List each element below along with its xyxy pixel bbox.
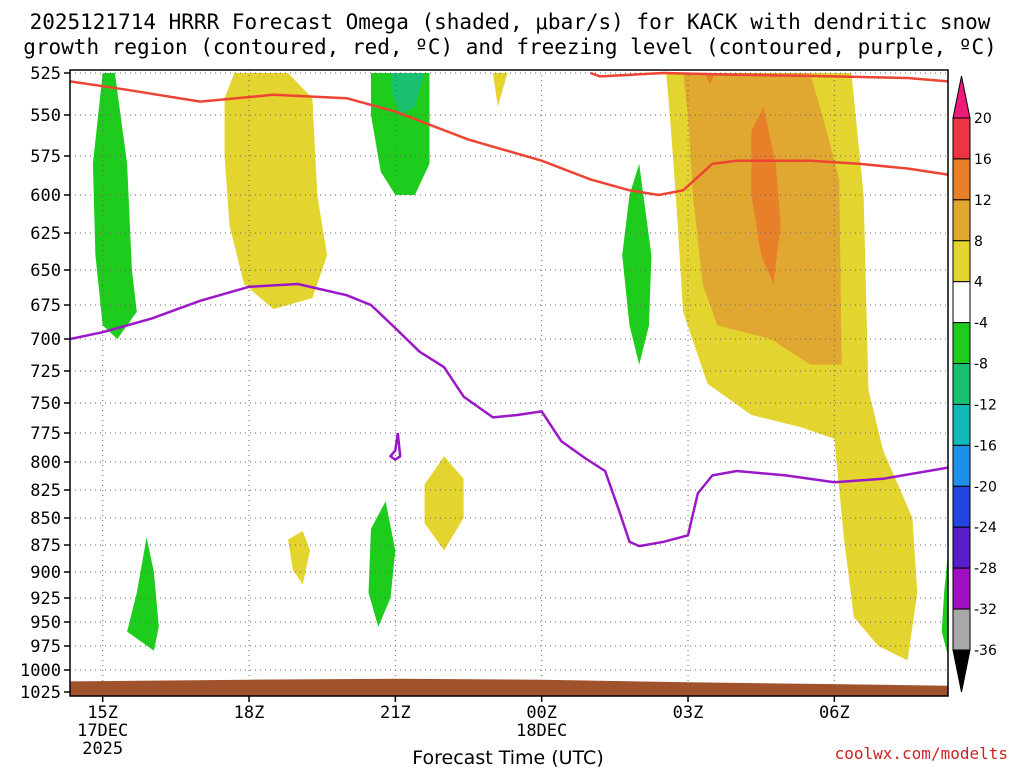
colorbar-swatch-1 [952, 158, 971, 201]
colorbar-label: -24 [974, 520, 997, 536]
colorbar-label: -16 [974, 438, 997, 454]
y-tick-label: 850 [30, 509, 61, 529]
colorbar-swatch-6 [952, 363, 971, 405]
colorbar-label: -8 [974, 357, 988, 373]
freezing-line-0 [70, 282, 948, 548]
x-tick-label: 2025 [82, 739, 123, 759]
colorbar-label: -4 [974, 316, 988, 332]
y-tick-label: 875 [30, 536, 61, 556]
colorbar-label: -20 [974, 479, 997, 495]
omega-region-14 [390, 73, 425, 115]
plot-frame [69, 69, 949, 697]
x-axis-label: Forecast Time (UTC) [412, 747, 603, 768]
y-tick-label: 1025 [20, 683, 61, 703]
omega-region-7 [705, 73, 715, 85]
colorbar-label: 12 [974, 193, 992, 209]
y-tick-label: 525 [30, 64, 61, 84]
y-tick-label: 675 [30, 296, 61, 316]
y-tick-label: 900 [30, 563, 61, 583]
dgz-line-1 [590, 71, 948, 83]
omega-region-13 [941, 552, 948, 656]
colorbar-swatch-0 [952, 117, 971, 160]
colorbar-swatch-4 [952, 281, 971, 324]
colorbar-swatch-12 [952, 608, 971, 651]
x-tick-label: 03Z [673, 703, 704, 723]
colorbar-label: 4 [974, 275, 983, 291]
x-tick-label: 18Z [234, 703, 265, 723]
colorbar-swatch-3 [952, 240, 971, 283]
dgz-line-0 [70, 80, 948, 197]
omega-region-8 [92, 73, 137, 339]
y-tick-label: 600 [30, 186, 61, 206]
y-tick-label: 700 [30, 330, 61, 350]
omega-region-0 [224, 73, 328, 310]
freezing-line-1 [389, 432, 402, 461]
y-tick-label: 975 [30, 637, 61, 657]
colorbar-label: -32 [974, 602, 997, 618]
x-tick-label: 17DEC [77, 721, 128, 741]
colorbar-label: 20 [974, 111, 992, 127]
colorbar-swatch-11 [952, 567, 971, 610]
y-tick-label: 550 [30, 106, 61, 126]
axes: 525 550 575 600 625 650 675 700 725 750 775 800 825 8… [20, 64, 949, 759]
colorbar-swatch-5 [952, 322, 971, 365]
omega-region-4 [288, 531, 310, 585]
colorbar-label: 16 [974, 152, 992, 168]
y-tick-label: 800 [30, 453, 61, 473]
colorbar-swatch-10 [952, 526, 971, 569]
credit-text: coolwx.com/modelts [835, 744, 1008, 763]
omega-region-10 [622, 163, 652, 365]
colorbar-label: -36 [974, 643, 997, 659]
omega-region-12 [368, 501, 396, 627]
terrain [70, 678, 948, 696]
contour-lines [70, 71, 948, 548]
title-line-2: growth region (contoured, red, ºC) and f… [23, 35, 997, 59]
x-tick-label: 18DEC [516, 721, 567, 741]
y-tick-label: 925 [30, 589, 61, 609]
y-tick-label: 650 [30, 261, 61, 281]
omega-shading [92, 73, 948, 661]
colorbar-swatch-8 [952, 444, 971, 487]
y-tick-label: 575 [30, 147, 61, 167]
omega-region-6 [751, 106, 781, 284]
y-tick-label: 625 [30, 224, 61, 244]
x-tick-label: 00Z [526, 703, 557, 723]
colorbar-bottom-arrow [952, 649, 971, 693]
colorbar-swatch-2 [952, 199, 971, 242]
colorbar: 20 16 12 8 4 -4 -8 -12 -16 -20 -24 -28 -32 -36 [952, 75, 997, 693]
y-tick-label: 1000 [20, 661, 61, 681]
colorbar-swatch-7 [952, 403, 971, 446]
omega-region-3 [424, 456, 464, 551]
colorbar-top-arrow [952, 75, 971, 119]
y-tick-label: 775 [30, 424, 61, 444]
y-tick-label: 950 [30, 613, 61, 633]
chart-title: 2025121714 HRRR Forecast Omega (shaded, … [23, 10, 997, 59]
title-line-1: 2025121714 HRRR Forecast Omega (shaded, … [30, 10, 991, 34]
y-tick-label: 825 [30, 481, 61, 501]
colorbar-label: -12 [974, 397, 997, 413]
x-tick-label: 21Z [380, 703, 411, 723]
terrain-fill [70, 678, 948, 696]
colorbar-swatch-9 [952, 485, 971, 528]
colorbar-label: 8 [974, 234, 983, 250]
y-tick-label: 750 [30, 394, 61, 414]
y-tick-label: 725 [30, 362, 61, 382]
x-tick-label: 06Z [819, 703, 850, 723]
x-tick-label: 15Z [87, 703, 118, 723]
omega-region-1 [492, 73, 508, 107]
colorbar-label: -28 [974, 561, 997, 577]
